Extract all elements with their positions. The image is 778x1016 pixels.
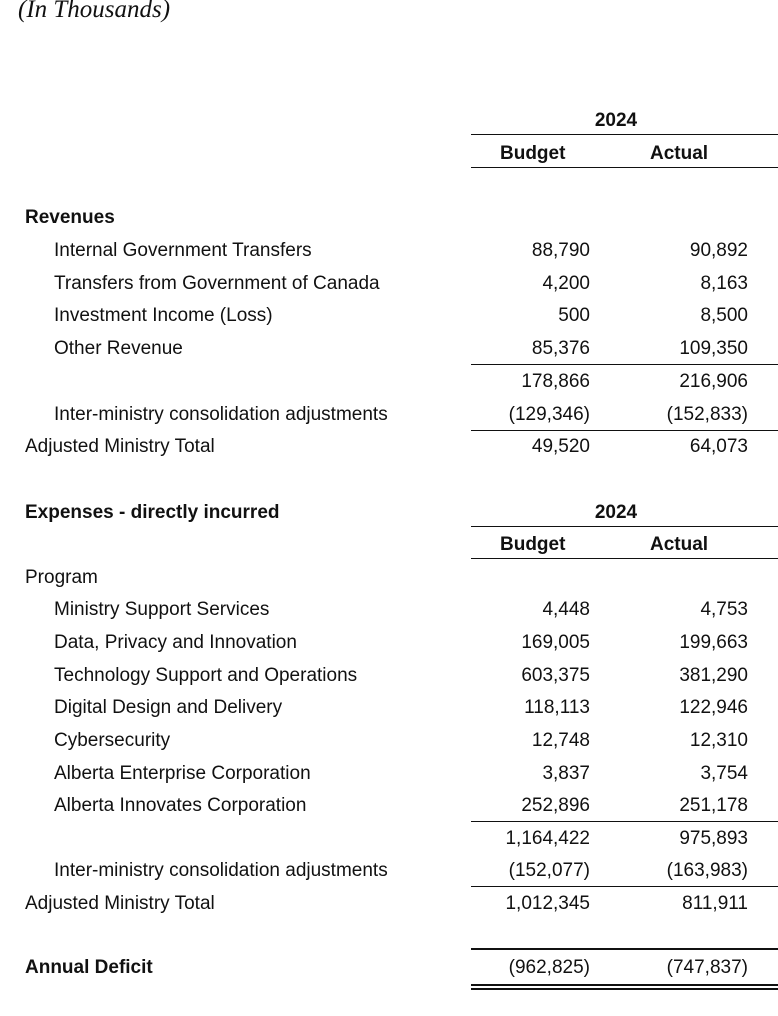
actual-subtotal: 975,893: [679, 828, 748, 849]
budget-value: 4,200: [542, 273, 590, 294]
actual-value: 8,163: [700, 273, 748, 294]
table-row: Investment Income (Loss) 500 8,500: [0, 299, 778, 332]
table-row: Alberta Innovates Corporation 252,896 25…: [0, 789, 778, 822]
actual-value: 3,754: [700, 763, 748, 784]
budget-value: (129,346): [508, 404, 590, 425]
budget-value: 4,448: [542, 599, 590, 620]
total-rule: [471, 886, 778, 887]
deficit-top-rule: [471, 948, 778, 950]
revenues-heading: Revenues: [25, 207, 115, 228]
actual-value: 90,892: [689, 240, 748, 261]
actual-value: 199,663: [679, 632, 748, 653]
row-label: Alberta Enterprise Corporation: [54, 763, 311, 784]
row-label: Technology Support and Operations: [54, 665, 358, 686]
row-label: Ministry Support Services: [54, 599, 270, 620]
row-label: Investment Income (Loss): [54, 305, 273, 326]
actual-subtotal: 216,906: [679, 371, 748, 392]
table-row: Cybersecurity 12,748 12,310: [0, 724, 778, 757]
budget-value: 1,012,345: [505, 893, 590, 914]
year-rule: [471, 134, 778, 135]
row-label: Inter-ministry consolidation adjustments: [54, 860, 388, 881]
table-row: Ministry Support Services 4,448 4,753: [0, 593, 778, 626]
actual-value: 811,911: [682, 893, 748, 914]
year-header-revenues: 2024: [594, 110, 638, 131]
actual-value: 12,310: [689, 730, 748, 751]
budget-value: 12,748: [531, 730, 590, 751]
budget-value: 49,520: [531, 436, 590, 457]
actual-value: (747,837): [666, 957, 748, 978]
total-row: Adjusted Ministry Total 49,520 64,073: [0, 430, 778, 463]
budget-value: 85,376: [531, 338, 590, 359]
deficit-double-rule-2: [471, 988, 778, 990]
table-row: Technology Support and Operations 603,37…: [0, 659, 778, 692]
table-row: Data, Privacy and Innovation 169,005 199…: [0, 626, 778, 659]
row-label: Data, Privacy and Innovation: [54, 632, 297, 653]
expenses-heading: Expenses - directly incurred: [25, 502, 280, 523]
table-row: Digital Design and Delivery 118,113 122,…: [0, 691, 778, 724]
actual-value: (163,983): [666, 860, 748, 881]
actual-value: 64,073: [689, 436, 748, 457]
actual-value: 381,290: [679, 665, 748, 686]
actual-value: 109,350: [679, 338, 748, 359]
budget-value: 88,790: [531, 240, 590, 261]
budget-value: 118,113: [524, 697, 590, 718]
deficit-double-rule-1: [471, 984, 778, 986]
budget-value: (962,825): [508, 957, 590, 978]
total-row: Adjusted Ministry Total 1,012,345 811,91…: [0, 887, 778, 920]
actual-header-revenues: Actual: [650, 143, 709, 164]
budget-header-revenues: Budget: [500, 143, 566, 164]
table-row: Alberta Enterprise Corporation 3,837 3,7…: [0, 757, 778, 790]
header-rule: [471, 167, 778, 168]
row-label: Transfers from Government of Canada: [54, 273, 380, 294]
table-row: Other Revenue 85,376 109,350: [0, 332, 778, 365]
actual-value: 122,946: [679, 697, 748, 718]
table-row: Transfers from Government of Canada 4,20…: [0, 267, 778, 300]
row-label: Other Revenue: [54, 338, 183, 359]
header-rule: [471, 558, 778, 559]
deficit-label: Annual Deficit: [25, 957, 153, 978]
adjustment-row: Inter-ministry consolidation adjustments…: [0, 398, 778, 431]
actual-value: 251,178: [679, 795, 748, 816]
program-label: Program: [25, 567, 98, 588]
year-rule: [471, 526, 778, 527]
budget-value: 169,005: [521, 632, 590, 653]
table-row: Internal Government Transfers 88,790 90,…: [0, 234, 778, 267]
actual-value: 4,753: [700, 599, 748, 620]
budget-value: 3,837: [542, 763, 590, 784]
subtotal-rule: [471, 364, 778, 365]
row-label: Inter-ministry consolidation adjustments: [54, 404, 388, 425]
budget-value: 252,896: [521, 795, 590, 816]
actual-value: (152,833): [666, 404, 748, 425]
table-caption: (In Thousands): [18, 0, 171, 23]
revenues-heading-row: Revenues: [0, 201, 778, 234]
actual-header-expenses: Actual: [650, 534, 709, 555]
budget-value: 603,375: [521, 665, 590, 686]
program-row: Program: [0, 561, 778, 594]
actual-value: 8,500: [700, 305, 748, 326]
deficit-row: Annual Deficit (962,825) (747,837): [0, 951, 778, 984]
row-label: Internal Government Transfers: [54, 240, 312, 261]
row-label: Adjusted Ministry Total: [25, 436, 215, 457]
subtotal-row: 178,866 216,906: [0, 365, 778, 398]
budget-subtotal: 178,866: [521, 371, 590, 392]
row-label: Alberta Innovates Corporation: [54, 795, 307, 816]
row-label: Adjusted Ministry Total: [25, 893, 215, 914]
total-rule: [471, 430, 778, 431]
budget-value: 500: [558, 305, 590, 326]
adjustment-row: Inter-ministry consolidation adjustments…: [0, 854, 778, 887]
row-label: Cybersecurity: [54, 730, 171, 751]
subtotal-row: 1,164,422 975,893: [0, 822, 778, 855]
row-label: Digital Design and Delivery: [54, 697, 283, 718]
budget-subtotal: 1,164,422: [505, 828, 590, 849]
budget-value: (152,077): [508, 860, 590, 881]
year-header-expenses: 2024: [594, 502, 638, 523]
budget-header-expenses: Budget: [500, 534, 566, 555]
subtotal-rule: [471, 821, 778, 822]
expenses-heading-row: Expenses - directly incurred: [0, 496, 778, 529]
